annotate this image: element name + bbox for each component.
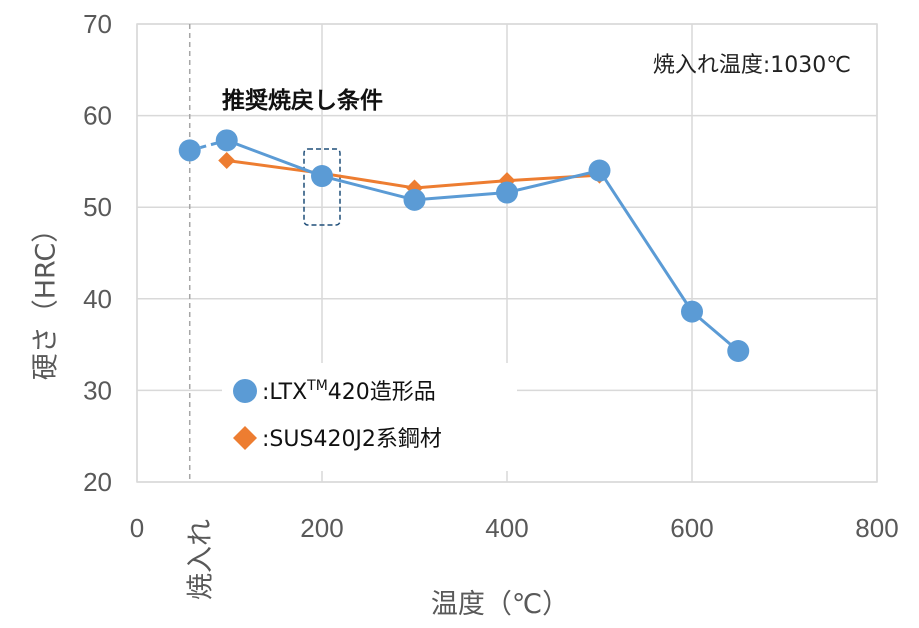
x-tick-label: 400 xyxy=(485,513,528,543)
legend-background xyxy=(222,363,517,471)
plot-area xyxy=(136,23,878,483)
data-point-ltx xyxy=(588,159,611,182)
legend-marker-sus xyxy=(233,426,257,450)
legend-label-sus: :SUS420J2系鋼材 xyxy=(262,427,442,452)
y-tick-labels: 20 30 40 50 60 70 xyxy=(83,9,112,497)
x-tick-label: 800 xyxy=(855,513,898,543)
y-tick-label: 30 xyxy=(83,375,112,405)
x-tick-label: 0 xyxy=(130,513,144,543)
data-point-ltx xyxy=(727,340,750,363)
x-tick-label: 200 xyxy=(300,513,343,543)
data-point-ltx xyxy=(681,300,703,323)
data-point-ltx xyxy=(496,181,518,204)
legend-label-ltx: :LTXTM420造形品 xyxy=(262,378,436,405)
y-tick-label: 20 xyxy=(83,467,112,497)
data-point-ltx xyxy=(215,129,238,152)
legend-marker-ltx xyxy=(233,379,257,403)
data-point-sus xyxy=(218,151,236,169)
y-axis-title: 硬さ（HRC） xyxy=(30,216,61,381)
y-tick-label: 60 xyxy=(83,101,112,131)
x-tick-label: 600 xyxy=(670,513,713,543)
y-tick-label: 70 xyxy=(83,9,112,39)
data-point-ltx xyxy=(311,165,333,188)
quench-temperature-annotation: 焼入れ温度:1030℃ xyxy=(653,53,851,78)
x-tick-labels: 0 200 400 600 800 xyxy=(130,513,899,543)
data-point-ltx xyxy=(178,139,201,162)
quench-label: 焼入れ xyxy=(185,519,216,600)
legend: :LTXTM420造形品 :SUS420J2系鋼材 xyxy=(222,363,517,471)
legend-label-ltx-prefix: :LTX xyxy=(262,380,307,405)
y-tick-label: 40 xyxy=(83,284,112,314)
legend-label-ltx-suffix: 420造形品 xyxy=(328,380,436,405)
x-axis-title: 温度（℃） xyxy=(431,589,569,620)
recommended-tempering-label: 推奨焼戻し条件 xyxy=(222,87,383,114)
series-layer xyxy=(178,129,750,363)
y-tick-label: 50 xyxy=(83,192,112,222)
recommended-condition-box xyxy=(303,148,341,226)
legend-label-ltx-sup: TM xyxy=(306,378,328,394)
data-point-ltx xyxy=(403,188,426,211)
